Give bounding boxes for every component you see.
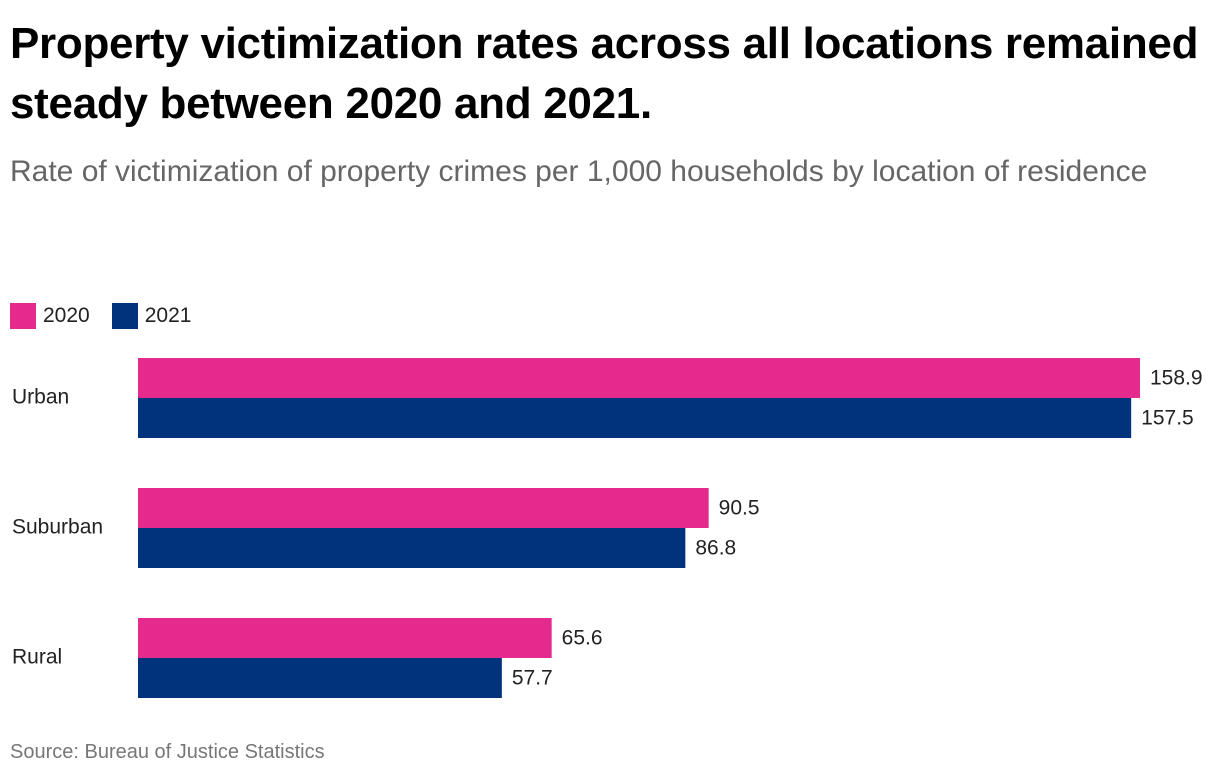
bar-suburban-2021: [138, 528, 686, 568]
data-label-rural-2021: 57.7: [512, 667, 553, 690]
legend: 2020 2021: [10, 302, 213, 330]
legend-label-2020: 2020: [43, 304, 90, 327]
data-label-suburban-2020: 90.5: [719, 497, 760, 520]
legend-item-2020: 2020: [10, 303, 90, 329]
category-label-urban: Urban: [12, 386, 69, 409]
category-label-suburban: Suburban: [12, 516, 103, 539]
bar-chart: Urban 158.9 157.5 Suburban 90.5 86.8 Rural 65.6…: [12, 358, 1203, 698]
data-label-suburban-2021: 86.8: [695, 537, 736, 560]
data-label-urban-2020: 158.9: [1150, 367, 1203, 390]
bar-urban-2021: [138, 398, 1132, 438]
legend-label-2021: 2021: [144, 304, 192, 327]
source-note: Source: Bureau of Justice Statistics: [10, 741, 325, 763]
legend-swatch-2020: [10, 303, 36, 329]
legend-item-2021: 2021: [111, 303, 192, 329]
category-label-rural: Rural: [12, 646, 62, 669]
data-label-urban-2021: 157.5: [1141, 407, 1194, 430]
bar-rural-2021: [138, 658, 502, 698]
chart-subtitle: Rate of victimization of property crimes…: [10, 155, 1148, 188]
data-label-rural-2020: 65.6: [562, 627, 603, 650]
bar-urban-2020: [138, 358, 1140, 398]
legend-swatch-2021: [111, 303, 138, 329]
bar-suburban-2020: [138, 488, 709, 528]
bar-rural-2020: [138, 618, 552, 658]
chart-title: Property victimization rates across all …: [10, 19, 1199, 128]
